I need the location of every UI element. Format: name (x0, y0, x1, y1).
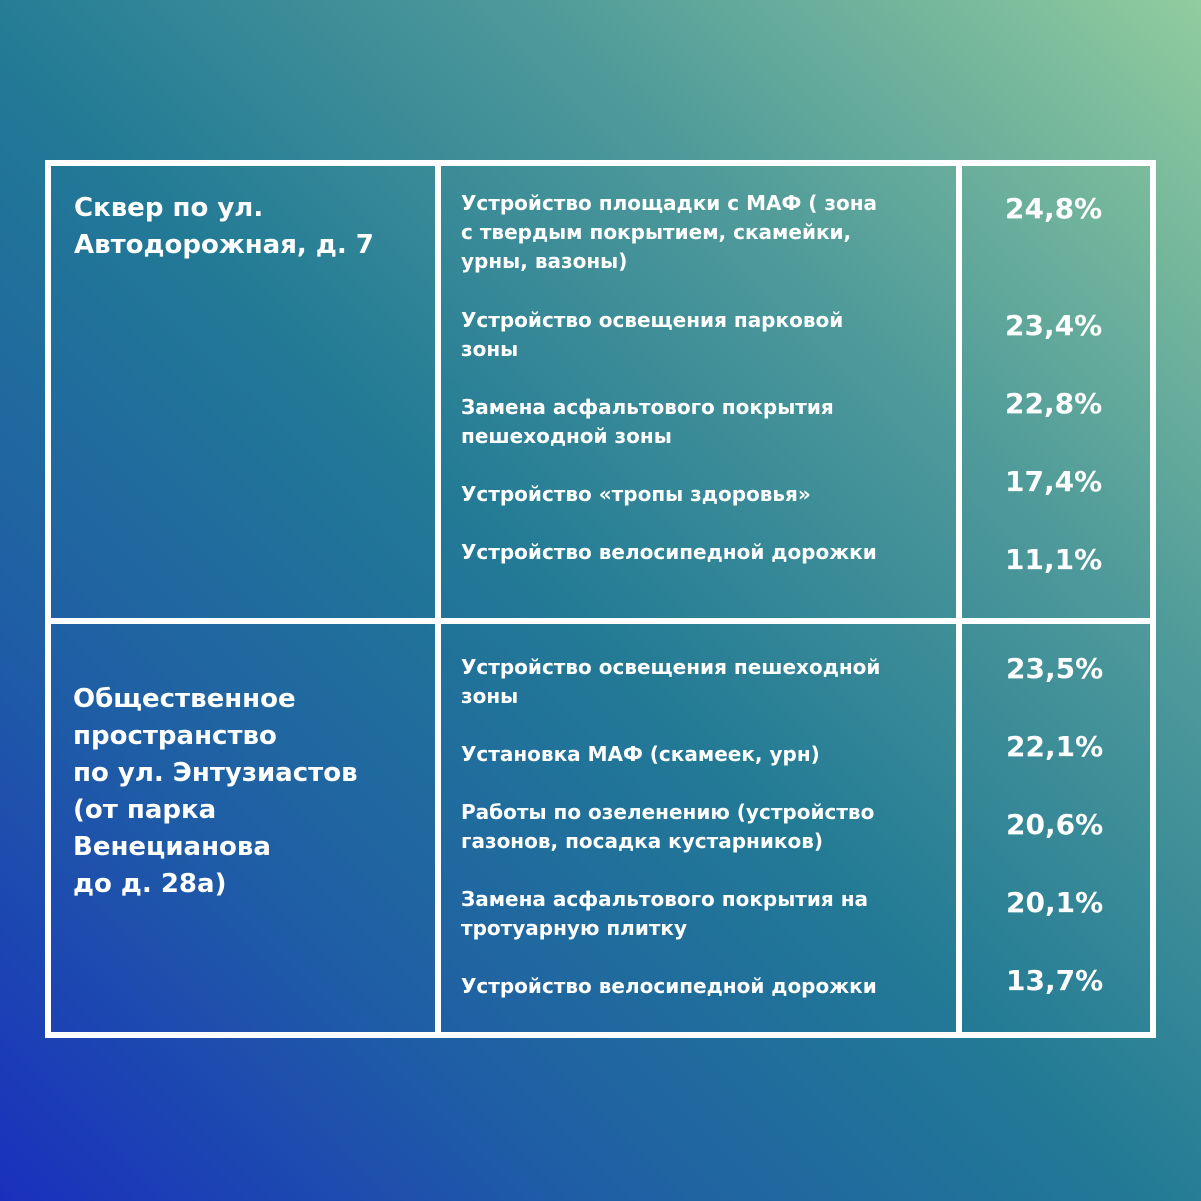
item-text-line: Устройство площадки с МАФ ( зона (461, 191, 878, 215)
list-item: Устройство велосипедной дорожки (461, 972, 877, 1001)
item-text-line: зоны (461, 684, 519, 708)
table-border-left (45, 160, 51, 1038)
list-item: Устройство площадки с МАФ ( зона с тверд… (461, 189, 877, 276)
place-name-line: Автодорожная, д. 7 (74, 230, 374, 260)
place-name-line: (от парка (73, 795, 217, 825)
item-text-line: Установка МАФ (скамеек, урн) (461, 742, 820, 766)
table-column-divider-2 (956, 160, 962, 1038)
place-name-line: до д. 28а) (73, 869, 227, 899)
item-text-line: Устройство освещения пешеходной (461, 655, 881, 679)
percent-value: 22,8% (1005, 387, 1103, 420)
percent-value: 13,7% (1006, 964, 1104, 997)
percent-value: 22,1% (1006, 730, 1104, 763)
place-name-line: пространство (73, 721, 277, 751)
item-text-line: пешеходной зоны (461, 424, 672, 448)
place-name-line: Общественное (73, 684, 296, 714)
percent-value: 23,4% (1005, 309, 1103, 342)
item-text-line: зоны (461, 337, 519, 361)
percent-value: 20,1% (1006, 886, 1104, 919)
list-item: Работы по озеленению (устройство газонов… (461, 798, 874, 856)
list-item: Замена асфальтового покрытия на тротуарн… (461, 885, 868, 943)
place-name-line: Венецианова (73, 832, 271, 862)
table-row-divider (45, 618, 1156, 624)
item-text-line: Устройство велосипедной дорожки (461, 540, 877, 564)
list-item: Установка МАФ (скамеек, урн) (461, 740, 820, 769)
place-name-line: по ул. Энтузиастов (73, 758, 358, 788)
percent-value: 11,1% (1005, 543, 1103, 576)
list-item: Устройство освещения пешеходной зоны (461, 653, 880, 711)
table-border-top (45, 160, 1156, 166)
table-column-divider-1 (435, 160, 441, 1038)
list-item: Замена асфальтового покрытия пешеходной … (461, 393, 834, 451)
item-text-line: Устройство «тропы здоровья» (461, 482, 811, 506)
place-name-2: Общественное пространство по ул. Энтузиа… (73, 681, 358, 903)
list-item: Устройство «тропы здоровья» (461, 480, 811, 509)
percent-value: 23,5% (1006, 652, 1104, 685)
table-border-bottom (45, 1032, 1156, 1038)
item-text-line: Замена асфальтового покрытия на (461, 887, 869, 911)
percent-value: 24,8% (1005, 192, 1103, 225)
item-text-line: Работы по озеленению (устройство (461, 800, 875, 824)
item-text-line: с твердым покрытием, скамейки, (461, 220, 852, 244)
table-border-right (1150, 160, 1156, 1038)
place-name-1: Сквер по ул. Автодорожная, д. 7 (74, 190, 374, 264)
item-text-line: Замена асфальтового покрытия (461, 395, 834, 419)
percent-value: 17,4% (1005, 465, 1103, 498)
item-text-line: Устройство велосипедной дорожки (461, 974, 877, 998)
item-text-line: газонов, посадка кустарников) (461, 829, 823, 853)
item-text-line: Устройство освещения парковой (461, 308, 844, 332)
item-text-line: урны, вазоны) (461, 249, 628, 273)
item-text-line: тротуарную плитку (461, 916, 688, 940)
place-name-line: Сквер по ул. (74, 193, 264, 223)
list-item: Устройство велосипедной дорожки (461, 538, 877, 567)
list-item: Устройство освещения парковой зоны (461, 306, 843, 364)
percent-value: 20,6% (1006, 808, 1104, 841)
